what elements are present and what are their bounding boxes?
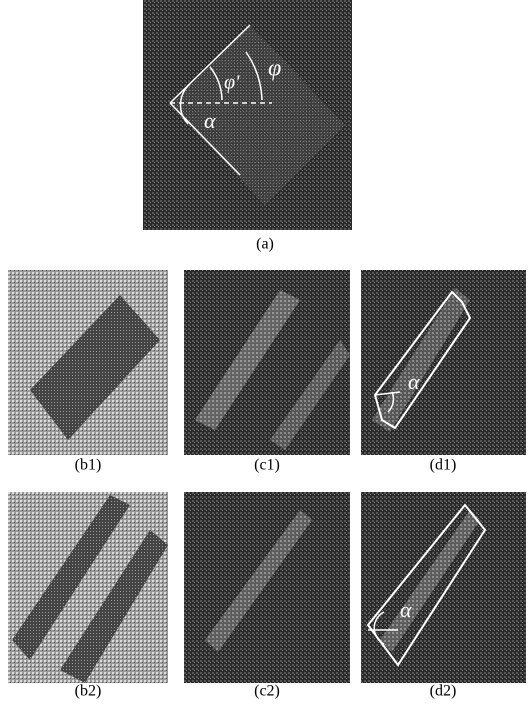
panel-label: (b1) <box>75 457 102 474</box>
annotation: φ <box>268 56 281 82</box>
panel-label: (c2) <box>254 683 280 700</box>
annotation: α <box>204 108 216 133</box>
panel-label: (a) <box>256 236 274 253</box>
panel-d1: α (d1) <box>361 270 526 474</box>
image <box>184 492 350 683</box>
panel-label: (b2) <box>75 683 102 700</box>
panel-b2: (b2) <box>8 492 168 700</box>
panel-label: (d2) <box>430 683 457 700</box>
image <box>361 492 526 683</box>
panel-c1: (c1) <box>184 270 350 474</box>
panel-d2: α (d2) <box>361 492 526 700</box>
panel-label: (c1) <box>254 457 280 474</box>
panel-c2: (c2) <box>184 492 350 700</box>
figure: φ' φ α (a) (b1) (c1) α (d1) (b2) (c2) <box>0 0 531 708</box>
annotation: φ' <box>224 72 240 94</box>
annotation: α <box>408 369 420 394</box>
panel-b1: (b1) <box>8 270 168 474</box>
panel-a: φ' φ α (a) <box>143 0 352 253</box>
panel-label: (d1) <box>430 457 457 474</box>
annotation: α <box>400 597 412 622</box>
